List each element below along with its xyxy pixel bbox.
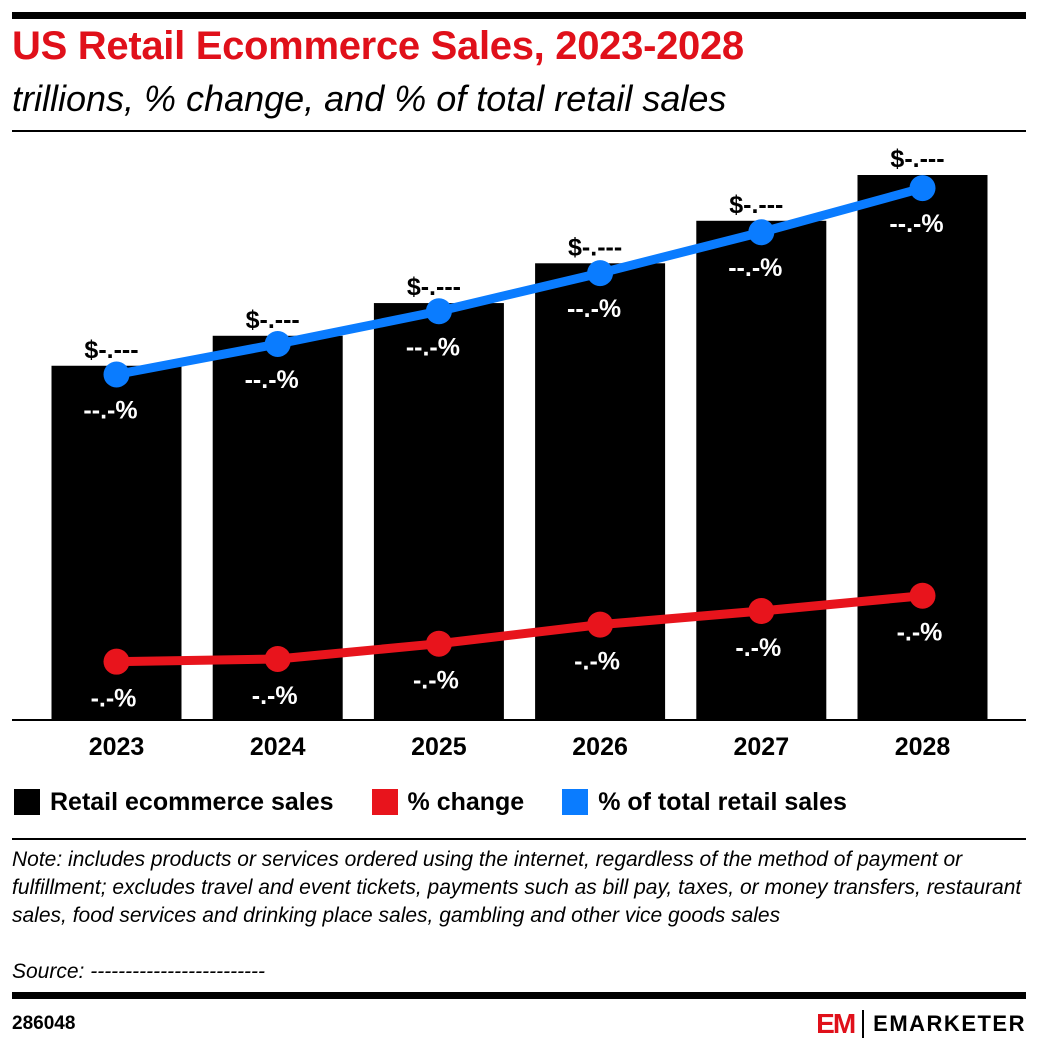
pct-total-point-2026 <box>587 260 614 287</box>
pct-total-label-2025: --.-% <box>406 333 460 361</box>
footnote: Note: includes products or services orde… <box>12 848 1022 927</box>
logo-mark: EM <box>816 1008 856 1039</box>
legend-label: % change <box>407 787 525 816</box>
pct-total-point-2025 <box>425 298 452 325</box>
legend-swatch-black <box>14 789 40 815</box>
x-tick-label-2028: 2028 <box>895 733 951 761</box>
pct-total-point-2023 <box>103 361 130 388</box>
legend-item-retail-ecommerce-sales: Retail ecommerce sales <box>14 788 334 817</box>
bar-value-label-2024: $-.--- <box>246 306 300 334</box>
bar-value-label-2023: $-.--- <box>84 336 138 364</box>
pct-change-point-2023 <box>103 648 130 675</box>
chart-id: 286048 <box>12 1013 76 1034</box>
chart-subtitle: trillions, % change, and % of total reta… <box>12 78 727 119</box>
pct-change-line <box>112 591 927 667</box>
pct-total-label-2024: --.-% <box>245 366 299 394</box>
bar-2028 <box>857 175 988 720</box>
legend-divider <box>12 838 1026 840</box>
bar-2025 <box>373 303 504 720</box>
pct-change-label-2024: -.-% <box>252 682 298 710</box>
chart-title: US Retail Ecommerce Sales, 2023-2028 <box>12 24 744 68</box>
pct-change-label-2027: -.-% <box>735 634 781 662</box>
pct-total-point-2024 <box>264 330 291 357</box>
pct-total-point-2028 <box>909 175 936 202</box>
pct-change-point-2025 <box>425 630 452 657</box>
pct-change-point-2027 <box>748 598 775 624</box>
x-tick-label-2023: 2023 <box>89 733 145 761</box>
pct-total-label-2023: --.-% <box>83 396 137 424</box>
pct-total-point-2027 <box>748 219 775 246</box>
pct-total-label-2028: --.-% <box>889 210 943 238</box>
top-rule <box>12 12 1026 19</box>
x-tick-label-2026: 2026 <box>572 733 628 761</box>
pct-total-line <box>112 183 927 379</box>
pct-total-line-layer <box>103 175 936 388</box>
pct-total-label-2027: --.-% <box>728 254 782 282</box>
chart-plot: $-.--- $-.--- $-.--- $-.--- $-.--- $-.--- --.-… <box>12 145 1026 761</box>
source-line: Source: ------------------------- <box>12 960 266 983</box>
pct-change-point-2024 <box>264 645 291 672</box>
bar-value-label-2025: $-.--- <box>407 273 461 301</box>
pct-change-label-2023: -.-% <box>91 685 137 713</box>
pct-change-point-2028 <box>909 582 936 609</box>
title-divider <box>12 130 1026 132</box>
pct-change-point-2026 <box>587 611 614 638</box>
bar-value-label-2028: $-.--- <box>890 145 944 173</box>
bar-value-label-2027: $-.--- <box>729 191 783 219</box>
chart-legend: Retail ecommerce sales % change % of tot… <box>14 784 885 820</box>
bar-value-label-2026: $-.--- <box>568 233 622 261</box>
logo-wordmark: EMARKETER <box>873 1011 1026 1036</box>
bar-2027 <box>696 220 827 720</box>
legend-label: Retail ecommerce sales <box>50 787 334 816</box>
legend-label: % of total retail sales <box>598 787 847 816</box>
legend-item-pct-change: % change <box>371 787 525 817</box>
bottom-rule <box>12 992 1026 999</box>
data-labels-layer: $-.--- $-.--- $-.--- $-.--- $-.--- $-.--- --.-… <box>83 145 944 713</box>
pct-change-label-2025: -.-% <box>413 667 459 695</box>
pct-total-label-2026: --.-% <box>567 295 621 323</box>
x-tick-labels-layer: 2023 2024 2025 2026 2027 2028 <box>89 733 951 761</box>
legend-swatch-red <box>371 789 398 815</box>
legend-swatch-blue <box>562 789 589 815</box>
emarketer-logo: EM EMARKETER <box>816 1008 1026 1040</box>
pct-change-label-2028: -.-% <box>897 619 943 647</box>
legend-item-pct-total-retail: % of total retail sales <box>562 788 847 817</box>
logo-separator <box>862 1010 865 1038</box>
pct-change-label-2026: -.-% <box>574 648 620 676</box>
bar-2026 <box>535 263 666 720</box>
x-tick-label-2027: 2027 <box>733 733 789 761</box>
x-tick-label-2024: 2024 <box>250 733 306 761</box>
x-tick-label-2025: 2025 <box>411 733 467 761</box>
pct-change-line-layer <box>103 582 936 675</box>
